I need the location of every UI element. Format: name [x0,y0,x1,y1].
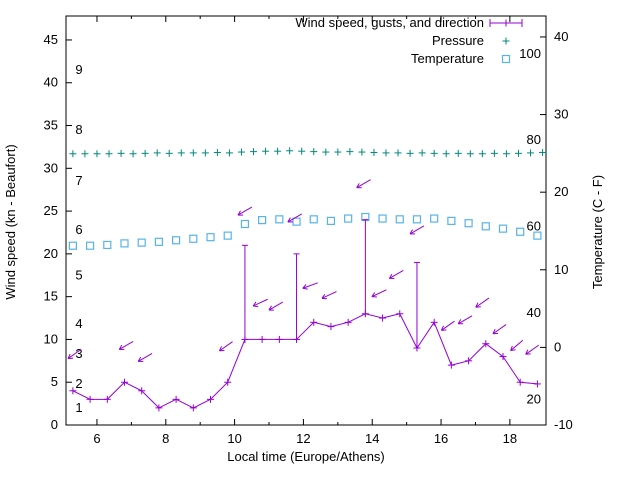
y-left-tick-label: 20 [44,246,58,261]
beaufort-scale-label: 1 [75,400,82,415]
y-right-tick-label: 40 [554,29,568,44]
legend-label: Temperature [411,51,484,66]
beaufort-scale-label: 4 [75,316,82,331]
y-left-tick-label: 5 [51,374,58,389]
beaufort-scale-label: 5 [75,267,82,282]
beaufort-scale-label: 6 [75,222,82,237]
series-temperature [68,212,542,250]
legend: Wind speed, gusts, and direction Pressure… [295,15,523,66]
fahrenheit-scale-label: 100 [519,46,541,61]
y-left-tick-label: 30 [44,160,58,175]
axis-titles: Local time (Europe/Athens) Wind speed (kn… [3,144,605,464]
axis-ticks: 6 8 10 12 14 16 18051015202530354045-100102030… [44,16,573,446]
y-left-tick-label: 35 [44,118,58,133]
y-left-tick-label: 0 [51,417,58,432]
x-tick-label: 12 [296,431,310,446]
legend-item-temperature: Temperature [411,51,511,66]
wind-direction-arrows [67,179,540,362]
x-axis-title: Local time (Europe/Athens) [227,449,385,464]
x-tick-label: 16 [434,431,448,446]
y-left-tick-label: 25 [44,203,58,218]
beaufort-scale-label: 8 [75,122,82,137]
y-right-tick-label: 10 [554,262,568,277]
secondary-scale-labels: 1 2 3 4 5 6 7 8 9 20 40 60 80 100 [75,46,541,415]
x-tick-label: 6 [93,431,100,446]
beaufort-scale-label: 2 [75,376,82,391]
beaufort-scale-label: 9 [75,62,82,77]
y-left-axis-title: Wind speed (kn - Beaufort) [3,144,18,299]
y-right-tick-label: 30 [554,107,568,122]
y-left-tick-label: 40 [44,75,58,90]
legend-item-pressure: Pressure [432,33,510,48]
fahrenheit-scale-label: 80 [527,132,541,147]
beaufort-scale-label: 7 [75,173,82,188]
y-left-tick-label: 15 [44,289,58,304]
y-right-tick-label: 0 [554,339,561,354]
y-left-tick-label: 45 [44,32,58,47]
y-right-axis-title: Temperature (C - F) [590,175,605,289]
beaufort-scale-label: 3 [75,346,82,361]
x-tick-label: 18 [503,431,517,446]
fahrenheit-scale-label: 20 [527,391,541,406]
y-right-tick-label: -10 [554,417,573,432]
x-tick-label: 8 [162,431,169,446]
legend-label: Wind speed, gusts, and direction [295,15,484,30]
legend-item-wind: Wind speed, gusts, and direction [295,15,523,30]
series-pressure [69,147,547,158]
fahrenheit-scale-label: 60 [527,218,541,233]
y-left-tick-label: 10 [44,331,58,346]
x-tick-label: 14 [365,431,379,446]
series-wind [69,219,541,412]
fahrenheit-scale-label: 40 [527,305,541,320]
y-right-tick-label: 20 [554,184,568,199]
x-tick-label: 10 [227,431,241,446]
legend-label: Pressure [432,33,484,48]
plot-border [65,15,547,426]
